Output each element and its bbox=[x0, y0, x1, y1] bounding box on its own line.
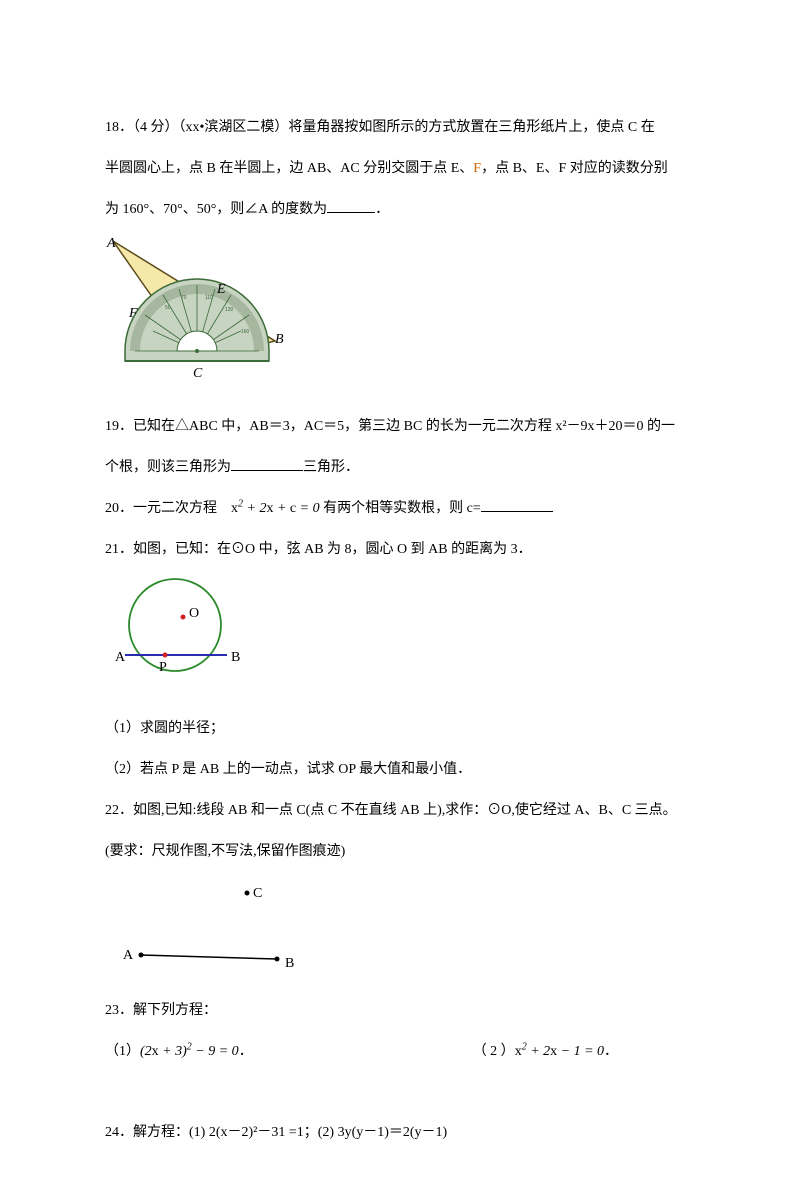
q20-mid: 有两个相等实数根，则 c= bbox=[320, 501, 481, 516]
q22-line2: (要求：尺规作图,不写法,保留作图痕迹) bbox=[105, 834, 695, 869]
svg-text:50: 50 bbox=[165, 305, 171, 311]
protractor-figure-icon: 50 70 110 130 160 A E F B C bbox=[105, 233, 289, 381]
label-A: A bbox=[115, 650, 126, 665]
q18-line2-b: ，点 B、E、F 对应的读数分别 bbox=[481, 161, 668, 176]
label-O: O bbox=[189, 606, 199, 621]
q22-line1: 22．如图,已知:线段 AB 和一点 C(点 C 不在直线 AB 上),求作：⊙… bbox=[105, 793, 695, 828]
q21-sub1: （1）求圆的半径； bbox=[105, 711, 695, 746]
q19-blank bbox=[231, 456, 303, 471]
q23-eq1: （1）(2x + 3)2 − 9 = 0． bbox=[105, 1034, 253, 1069]
q20-prefix: 20．一元二次方程 bbox=[105, 501, 231, 516]
q23-equations: （1）(2x + 3)2 − 9 = 0． （ 2 ）x2 + 2x − 1 =… bbox=[105, 1034, 695, 1069]
q20-equation: x2 + 2x + c = 0 bbox=[231, 501, 320, 516]
label-P: P bbox=[159, 660, 167, 675]
circle-chord-figure-icon: O A B P bbox=[105, 573, 245, 683]
q21-stem: 21．如图，已知：在⊙O 中，弦 AB 为 8，圆心 O 到 AB 的距离为 3… bbox=[105, 532, 695, 567]
q23-eq1-suffix: ． bbox=[239, 1044, 253, 1059]
q18-line3-b: ． bbox=[375, 202, 389, 217]
construction-figure-icon: C A B bbox=[105, 877, 365, 977]
label-C: C bbox=[253, 886, 262, 901]
label-A: A bbox=[123, 948, 134, 963]
q18-line3-a: 为 160°、70°、50°，则∠A 的度数为 bbox=[105, 202, 327, 217]
q21-figure: O A B P bbox=[105, 573, 695, 697]
svg-text:130: 130 bbox=[225, 307, 234, 313]
q18-blank bbox=[327, 198, 375, 213]
q23-title: 23．解下列方程： bbox=[105, 993, 695, 1028]
q24-text: 24．解方程：(1) 2(x－2)²－31 =1；(2) 3y(y－1)＝2(y… bbox=[105, 1115, 695, 1150]
label-B: B bbox=[275, 332, 284, 347]
q18-line2: 半圆圆心上，点 B 在半圆上，边 AB、AC 分别交圆于点 E、F，点 B、E、… bbox=[105, 151, 695, 186]
label-F: F bbox=[128, 306, 138, 321]
label-A: A bbox=[106, 236, 116, 251]
svg-text:160: 160 bbox=[241, 329, 250, 335]
q18-figure: 50 70 110 130 160 A E F B C bbox=[105, 233, 695, 395]
q18-line1: 18．（4 分）（xx•滨湖区二模）将量角器按如图所示的方式放置在三角形纸片上，… bbox=[105, 110, 695, 145]
q19-line2-a: 个根，则该三角形为 bbox=[105, 460, 231, 475]
q23-eq1-label: （1） bbox=[105, 1044, 140, 1059]
q18-line3: 为 160°、70°、50°，则∠A 的度数为 ． bbox=[105, 192, 695, 227]
marker-icon: F bbox=[473, 161, 481, 176]
label-E: E bbox=[216, 282, 226, 297]
q20-line: 20．一元二次方程 x2 + 2x + c = 0 有两个相等实数根，则 c= bbox=[105, 491, 695, 526]
q18-line2-a: 半圆圆心上，点 B 在半圆上，边 AB、AC 分别交圆于点 E、 bbox=[105, 161, 473, 176]
label-C: C bbox=[193, 366, 203, 381]
svg-text:110: 110 bbox=[205, 295, 213, 301]
q21-sub2: （2）若点 P 是 AB 上的一动点，试求 OP 最大值和最小值． bbox=[105, 752, 695, 787]
label-B: B bbox=[285, 956, 294, 971]
label-B: B bbox=[231, 650, 240, 665]
svg-text:70: 70 bbox=[181, 295, 187, 301]
q23-eq2-label: （ 2 ） bbox=[473, 1044, 515, 1059]
q19-line1: 19．已知在△ABC 中，AB＝3，AC＝5，第三边 BC 的长为一元二次方程 … bbox=[105, 409, 695, 444]
q19-line2: 个根，则该三角形为 三角形． bbox=[105, 450, 695, 485]
q23-eq2: （ 2 ）x2 + 2x − 1 = 0． bbox=[473, 1034, 618, 1069]
q23-eq2-suffix: ． bbox=[604, 1044, 618, 1059]
q20-blank bbox=[481, 497, 553, 512]
q19-line2-b: 三角形． bbox=[303, 460, 359, 475]
q22-figure: C A B bbox=[105, 877, 695, 977]
